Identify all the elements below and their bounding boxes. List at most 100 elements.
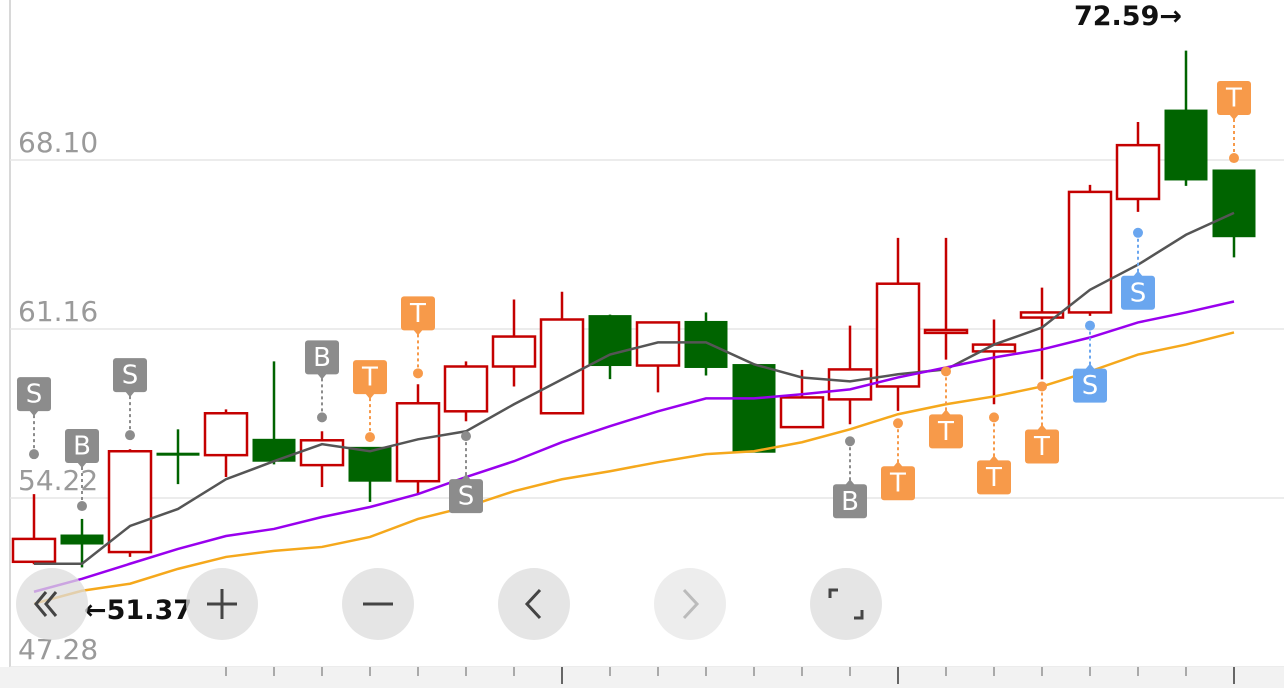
signal-box — [881, 466, 915, 501]
signal-pointer — [29, 410, 39, 417]
candle-body — [539, 318, 585, 415]
signal-label: T — [889, 469, 906, 499]
extreme-annotation: ←51.37 — [84, 595, 192, 626]
signal-label: T — [985, 463, 1002, 493]
signal-box — [1217, 81, 1251, 116]
candle-body — [684, 320, 728, 368]
candle-body — [252, 438, 296, 462]
moving-average-line — [34, 211, 1235, 565]
signal-box — [1073, 368, 1107, 403]
signal-pointer — [1229, 114, 1239, 121]
candle-body — [491, 335, 537, 368]
signal-box — [449, 479, 483, 514]
signal-dot — [365, 432, 375, 443]
signal-pointer — [1085, 363, 1095, 370]
time-strip — [0, 667, 1284, 688]
candle-body — [11, 537, 57, 564]
signal-label: S — [1082, 371, 1099, 401]
fullscreen-button[interactable] — [810, 568, 882, 640]
signal-pointer — [989, 455, 999, 462]
signal-dot — [1229, 153, 1239, 164]
signal-dot — [941, 366, 951, 377]
signal-dot — [317, 412, 327, 423]
plot: 75.0468.1061.1654.2247.28SBSBTTSBTTTTSST… — [10, 1, 1284, 668]
signal-dot — [1085, 320, 1095, 331]
signal-box — [977, 460, 1011, 495]
signal-dot — [989, 412, 999, 423]
extreme-annotation: 72.59→ — [1074, 1, 1182, 32]
next-button[interactable] — [654, 568, 726, 640]
signal-label: T — [1225, 84, 1242, 114]
signal-label: T — [409, 299, 426, 329]
signal-label: T — [361, 363, 378, 393]
previous-button[interactable] — [498, 568, 570, 640]
candle-body — [107, 449, 153, 554]
signal-box — [929, 414, 963, 449]
signal-box — [305, 340, 339, 375]
signal-dot — [413, 368, 423, 379]
signal-box — [1025, 429, 1059, 464]
signal-box — [401, 296, 435, 331]
signal-dot — [461, 431, 471, 442]
signal-pointer — [365, 393, 375, 400]
signal-box — [17, 377, 51, 412]
zoom-out-button[interactable] — [342, 568, 414, 640]
time-ticks — [225, 667, 1235, 684]
signal-label: S — [1130, 278, 1147, 308]
signal-dot — [1133, 227, 1143, 238]
candle-body — [827, 368, 873, 401]
scroll-start-button[interactable] — [16, 568, 88, 640]
signal-pointer — [1037, 424, 1047, 431]
signal-box — [65, 429, 99, 464]
signal-pointer — [1133, 270, 1143, 277]
signal-pointer — [77, 462, 87, 469]
signal-box — [833, 484, 867, 519]
signal-pointer — [317, 373, 327, 380]
signal-box — [353, 360, 387, 395]
candle-body — [923, 328, 969, 335]
moving-average-line — [33, 300, 1235, 593]
signal-pointer — [461, 474, 471, 481]
signal-box — [113, 358, 147, 393]
candle-body — [635, 321, 681, 367]
signal-label: T — [937, 417, 954, 447]
candle-body — [875, 282, 921, 388]
candle-body — [1019, 311, 1065, 319]
candle-body — [156, 452, 200, 456]
signal-pointer — [845, 479, 855, 486]
signal-dot — [893, 418, 903, 429]
candle-body — [1067, 190, 1113, 314]
candle-body — [348, 446, 392, 482]
y-tick-label: 61.16 — [18, 295, 98, 328]
signal-dot — [845, 436, 855, 447]
signal-label: T — [1033, 432, 1050, 462]
candle-body — [732, 364, 776, 453]
y-tick-label: 68.10 — [18, 126, 98, 159]
signal-label: B — [313, 343, 331, 373]
candle-body — [588, 315, 632, 367]
zoom-in-button[interactable] — [186, 568, 258, 640]
y-tick-label: 54.22 — [18, 464, 98, 497]
candle-body — [60, 534, 104, 545]
candle-body — [1115, 143, 1161, 201]
signal-dot — [125, 430, 135, 441]
candle-body — [443, 365, 489, 413]
signal-box — [1121, 275, 1155, 310]
signal-pointer — [413, 329, 423, 336]
moving-average-line — [33, 331, 1235, 605]
signal-dot — [29, 449, 39, 460]
candle-body — [1212, 169, 1256, 238]
toolbar — [16, 568, 882, 640]
signal-dot — [77, 501, 87, 512]
signal-label: B — [841, 487, 859, 517]
signal-dot — [1037, 381, 1047, 392]
signal-label: B — [73, 432, 91, 462]
signal-pointer — [893, 461, 903, 468]
candle-body — [1164, 109, 1208, 181]
candle-body — [779, 396, 825, 429]
signal-pointer — [941, 409, 951, 416]
candle-body — [203, 412, 249, 457]
signal-label: S — [26, 380, 43, 410]
signal-pointer — [125, 391, 135, 398]
